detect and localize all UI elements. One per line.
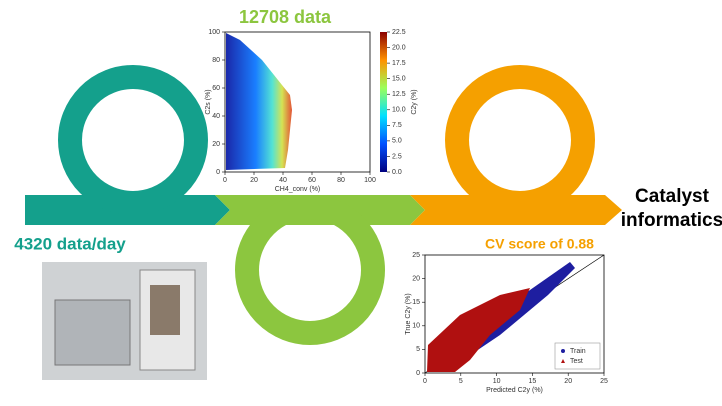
y-tick-label: 100	[208, 29, 220, 36]
colorbar	[380, 32, 387, 172]
colorbar-tick-label: 2.5	[392, 153, 402, 160]
x-axis-label: Predicted C2y (%)	[486, 387, 543, 394]
scatter-cloud	[427, 288, 530, 372]
y-tick-label: 15	[412, 299, 420, 306]
step-label: throughput	[88, 129, 179, 148]
x-axis-label: CH4_conv (%)	[275, 186, 321, 193]
y-tick-label: 0	[216, 169, 220, 176]
scatter-cloud	[226, 33, 292, 170]
legend-marker	[561, 359, 565, 363]
step-label: Catalyst	[277, 249, 343, 268]
y-tick-label: 25	[412, 252, 420, 259]
x-tick-label: 0	[223, 177, 227, 184]
y-tick-label: 80	[212, 57, 220, 64]
x-tick-label: 20	[564, 378, 572, 385]
ring-teal	[58, 65, 208, 215]
x-tick-label: 100	[364, 177, 376, 184]
colorbar-label: C2y (%)	[411, 89, 418, 114]
photo-equipment	[54, 299, 131, 366]
legend-box	[554, 342, 601, 370]
ring-green	[235, 195, 385, 345]
colorbar-tick-label: 7.5	[392, 122, 402, 129]
step-label: High-	[111, 109, 154, 128]
legend-label: Test	[570, 358, 583, 365]
step-label: big data	[277, 269, 343, 288]
y-tick-label: 20	[412, 275, 420, 282]
x-tick-label: 25	[600, 378, 608, 385]
top-plot-title: 12708 data	[239, 7, 332, 27]
x-tick-label: 0	[423, 378, 427, 385]
colorbar-tick-label: 0.0	[392, 169, 402, 176]
y-axis-label: True C2y (%)	[405, 293, 412, 334]
colorbar-tick-label: 17.5	[392, 60, 406, 67]
x-tick-label: 40	[279, 177, 287, 184]
colorbar-tick-label: 12.5	[392, 91, 406, 98]
step-label: Machine	[486, 119, 554, 138]
y-tick-label: 60	[212, 85, 220, 92]
photo-equipment	[150, 285, 180, 335]
y-tick-label: 40	[212, 113, 220, 120]
legend-marker	[561, 349, 565, 353]
colorbar-tick-label: 15.0	[392, 76, 406, 83]
colorbar-tick-label: 20.0	[392, 44, 406, 51]
legend-label: Train	[570, 348, 586, 355]
output-label: informatics	[621, 210, 722, 231]
step-label: learning	[487, 139, 553, 158]
y-tick-label: 5	[416, 346, 420, 353]
x-tick-label: 5	[459, 378, 463, 385]
y-tick-label: 20	[212, 141, 220, 148]
x-tick-label: 20	[250, 177, 258, 184]
output-label: Catalyst	[635, 186, 710, 207]
step-label: screening	[93, 149, 173, 168]
x-tick-label: 80	[337, 177, 345, 184]
x-tick-label: 10	[493, 378, 501, 385]
y-axis-label: C2s (%)	[205, 89, 212, 114]
y-tick-label: 0	[416, 370, 420, 377]
colorbar-tick-label: 10.0	[392, 107, 406, 114]
x-tick-label: 15	[529, 378, 537, 385]
colorbar-tick-label: 5.0	[392, 138, 402, 145]
y-tick-label: 10	[412, 323, 420, 330]
throughput-note: 4320 data/day	[14, 234, 126, 253]
bottom-plot-title: CV score of 0.88	[485, 236, 594, 252]
colorbar-tick-label: 22.5	[392, 29, 406, 36]
ring-orange	[445, 65, 595, 215]
x-tick-label: 60	[308, 177, 316, 184]
